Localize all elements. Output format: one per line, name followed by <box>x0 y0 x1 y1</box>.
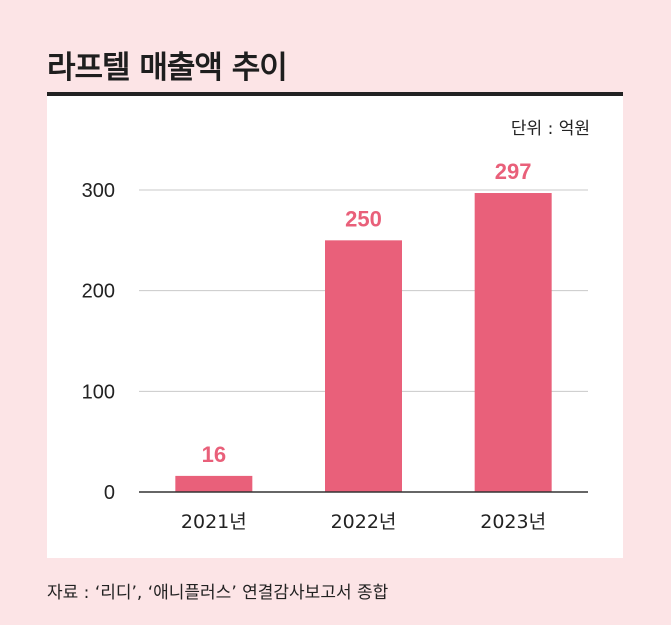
bar-value-label: 297 <box>495 159 532 184</box>
source-note: 자료 : ‘리디’, ‘애니플러스’ 연결감사보고서 종합 <box>47 583 389 603</box>
bar <box>474 193 552 492</box>
y-tick-label: 0 <box>104 482 115 504</box>
bar-chart: 0 100 200 300 16 2021년 250 2022년 297 2023년 <box>82 159 588 533</box>
unit-label: 단위 : 억원 <box>510 119 590 139</box>
title-underline <box>47 92 623 96</box>
x-category-label: 2023년 <box>480 511 546 533</box>
bar-value-label: 250 <box>345 206 382 231</box>
x-category-label: 2022년 <box>331 511 397 533</box>
y-tick-label: 300 <box>82 180 115 202</box>
bar-value-label: 16 <box>202 442 226 467</box>
x-category-label: 2021년 <box>181 511 247 533</box>
chart-title: 라프텔 매출액 추이 <box>47 50 288 86</box>
chart-panel: 단위 : 억원 0 100 200 300 16 2021년 250 2022년 297 2023… <box>47 96 623 558</box>
y-tick-label: 200 <box>82 281 115 303</box>
bar <box>175 475 253 492</box>
y-tick-label: 100 <box>82 381 115 403</box>
bar <box>325 240 402 492</box>
